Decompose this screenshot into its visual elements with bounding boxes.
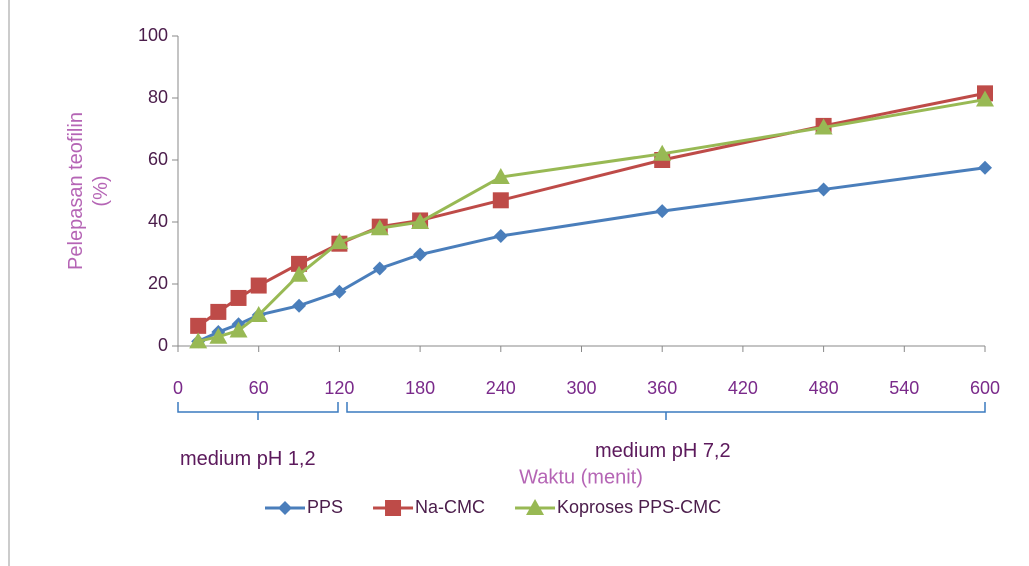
- marker: [190, 318, 206, 334]
- marker: [413, 248, 427, 262]
- marker: [332, 285, 346, 299]
- marker: [210, 304, 226, 320]
- bracket: [347, 402, 985, 420]
- legend-marker: [385, 500, 401, 516]
- x-tick-label: 120: [324, 378, 354, 398]
- marker: [493, 192, 509, 208]
- y-tick-label: 60: [148, 149, 168, 169]
- series-line: [198, 100, 985, 342]
- marker: [978, 161, 992, 175]
- x-tick-label: 360: [647, 378, 677, 398]
- marker: [373, 262, 387, 276]
- series-line: [198, 93, 985, 326]
- y-axis-label: Pelepasan teofilin (%): [64, 96, 116, 286]
- marker: [292, 299, 306, 313]
- x-tick-label: 420: [728, 378, 758, 398]
- x-tick-label: 240: [486, 378, 516, 398]
- x-tick-label: 60: [249, 378, 269, 398]
- y-tick-label: 40: [148, 211, 168, 231]
- y-tick-label: 80: [148, 87, 168, 107]
- annotation: medium pH 7,2: [595, 440, 745, 462]
- y-tick-label: 100: [138, 25, 168, 45]
- x-tick-label: 0: [173, 378, 183, 398]
- y-tick-label: 20: [148, 273, 168, 293]
- chart: 0 20 40 60 80 100 0 60 120 180 240 300 360 420 480 540 6…: [0, 0, 1029, 566]
- x-tick-label: 480: [809, 378, 839, 398]
- legend-label: Koproses PPS-CMC: [557, 497, 721, 517]
- marker: [655, 204, 669, 218]
- legend-label: Na-CMC: [415, 497, 485, 517]
- marker: [251, 278, 267, 294]
- bracket: [178, 402, 338, 420]
- marker: [494, 229, 508, 243]
- x-tick-label: 540: [889, 378, 919, 398]
- x-tick-label: 300: [566, 378, 596, 398]
- y-tick-label: 0: [158, 335, 168, 355]
- legend-label: PPS: [307, 497, 343, 517]
- x-tick-label: 180: [405, 378, 435, 398]
- marker: [231, 290, 247, 306]
- page: {"chart_data": {"type": "line", "x_label…: [0, 0, 1029, 566]
- x-tick-label: 600: [970, 378, 1000, 398]
- x-axis-label: Waktu (menit): [519, 467, 643, 490]
- annotation: medium pH 1,2: [180, 448, 330, 470]
- legend-marker: [278, 501, 292, 515]
- marker: [817, 182, 831, 196]
